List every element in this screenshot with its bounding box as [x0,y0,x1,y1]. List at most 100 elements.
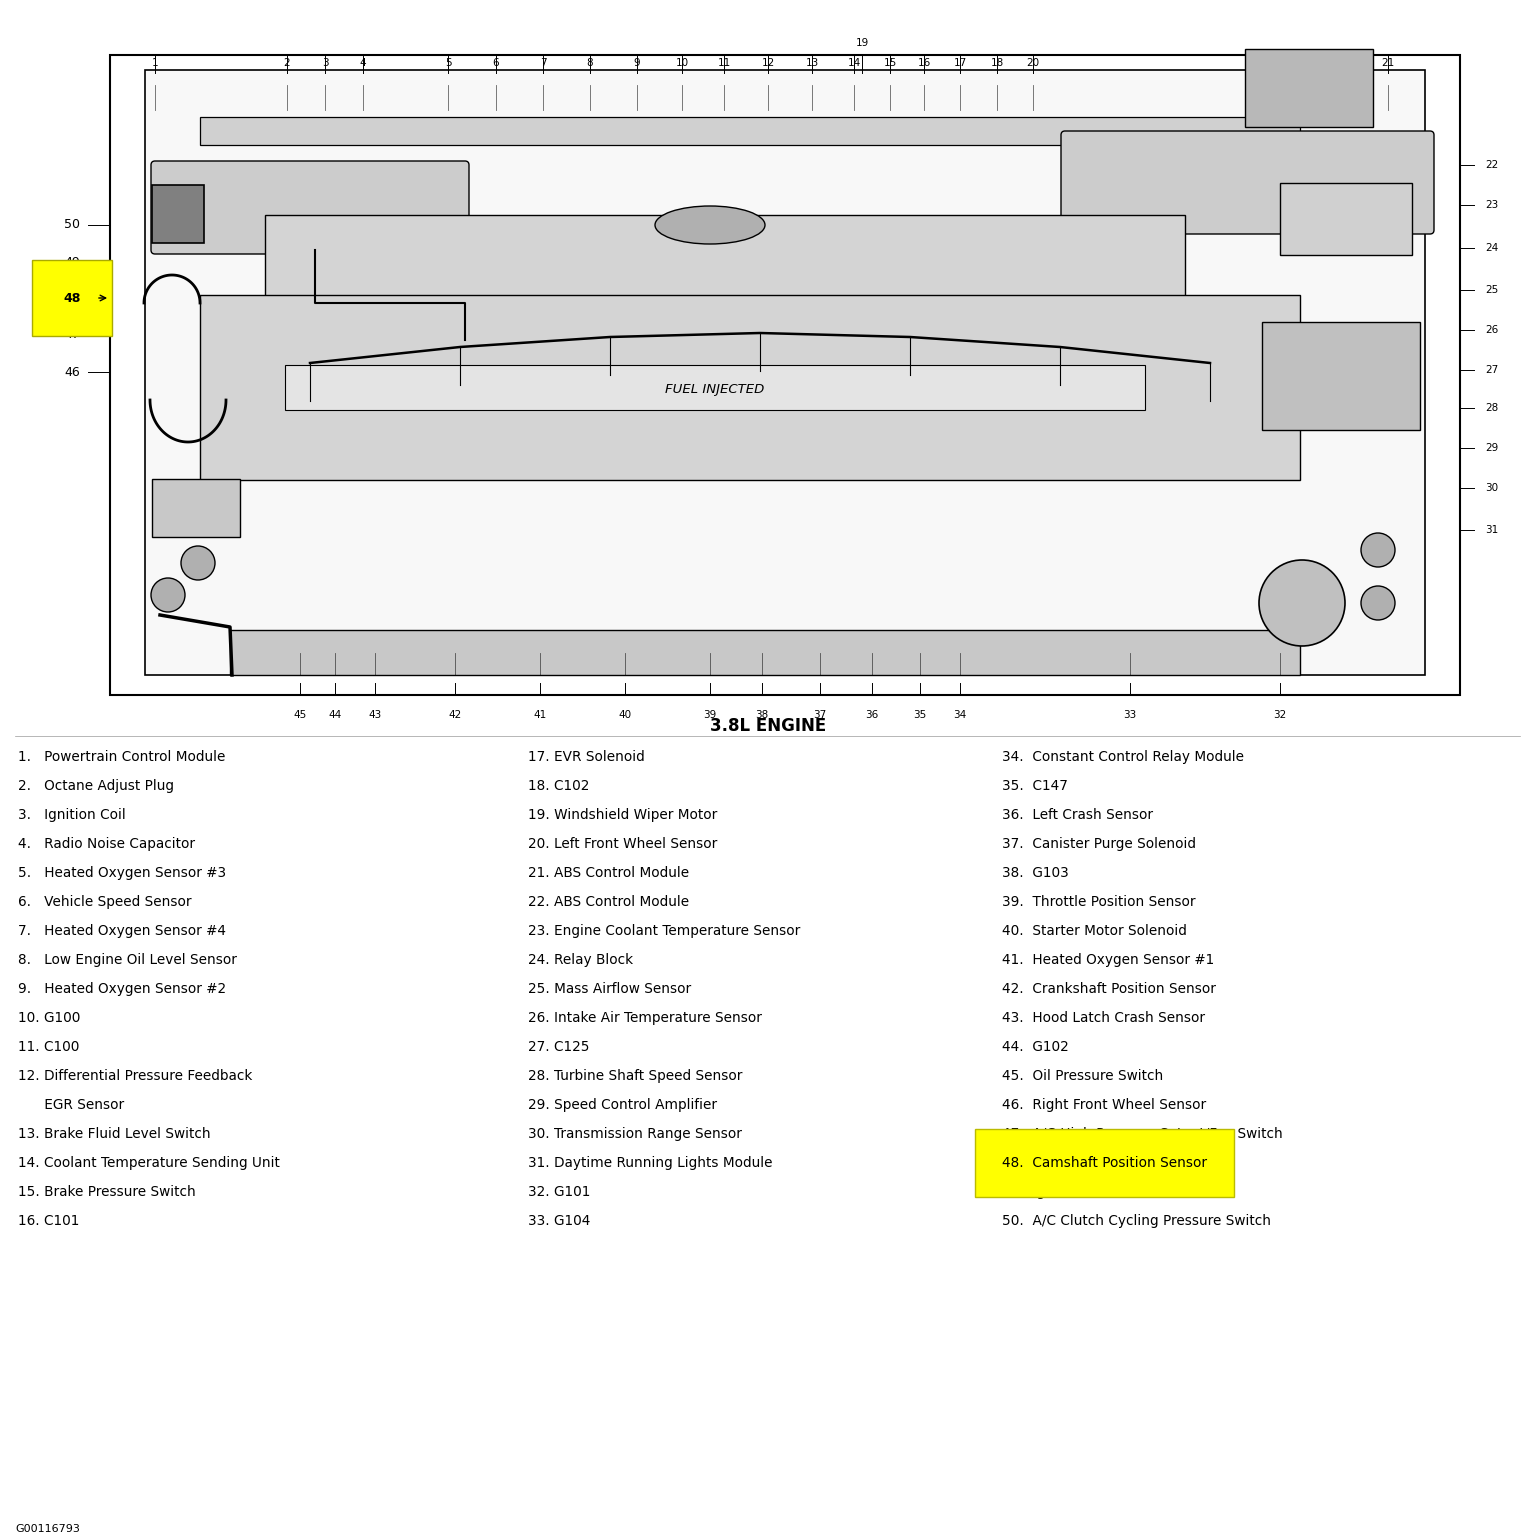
Text: 23: 23 [1485,200,1499,210]
Text: 40: 40 [619,710,631,720]
Text: 25. Mass Airflow Sensor: 25. Mass Airflow Sensor [528,982,691,995]
Bar [200,117,1299,144]
Text: 36.  Left Crash Sensor: 36. Left Crash Sensor [1001,808,1154,822]
Circle shape [151,578,184,611]
Bar [152,479,240,538]
Text: 6: 6 [493,58,499,68]
Text: 24: 24 [1485,243,1499,253]
Text: 13: 13 [805,58,819,68]
Text: 19: 19 [856,38,869,48]
Circle shape [1361,587,1395,621]
Bar [286,366,1144,410]
Text: 46.  Right Front Wheel Sensor: 46. Right Front Wheel Sensor [1001,1098,1206,1112]
Text: 16: 16 [917,58,931,68]
Text: 12: 12 [762,58,774,68]
Bar [1246,49,1373,127]
Text: 7: 7 [539,58,547,68]
Text: 38.  G103: 38. G103 [1001,866,1069,880]
Text: 23. Engine Coolant Temperature Sensor: 23. Engine Coolant Temperature Sensor [528,925,800,938]
Text: 43: 43 [369,710,381,720]
Text: 33. G104: 33. G104 [528,1213,590,1227]
Text: 30. Transmission Range Sensor: 30. Transmission Range Sensor [528,1127,742,1141]
Text: 44.  G102: 44. G102 [1001,1040,1069,1054]
Text: 17: 17 [954,58,966,68]
Text: 27: 27 [1485,366,1499,375]
Text: 14. Coolant Temperature Sending Unit: 14. Coolant Temperature Sending Unit [18,1157,280,1170]
Text: 3.8L ENGINE: 3.8L ENGINE [710,717,826,736]
Text: 2.   Octane Adjust Plug: 2. Octane Adjust Plug [18,779,174,793]
Text: 4: 4 [359,58,366,68]
Circle shape [181,545,215,581]
Text: 24. Relay Block: 24. Relay Block [528,952,633,968]
Text: 20: 20 [1026,58,1040,68]
Bar [144,71,1425,674]
Text: G00116793: G00116793 [15,1524,80,1534]
Text: 9.   Heated Oxygen Sensor #2: 9. Heated Oxygen Sensor #2 [18,982,226,995]
Text: 32. G101: 32. G101 [528,1184,590,1200]
Text: 28: 28 [1485,402,1499,413]
Text: 35.  C147: 35. C147 [1001,779,1068,793]
Text: 10: 10 [676,58,688,68]
Text: 1.   Powertrain Control Module: 1. Powertrain Control Module [18,750,226,763]
Circle shape [1361,533,1395,567]
Text: 11. C100: 11. C100 [18,1040,80,1054]
Text: 46: 46 [65,366,80,378]
Text: 26. Intake Air Temperature Sensor: 26. Intake Air Temperature Sensor [528,1011,762,1025]
Text: 22. ABS Control Module: 22. ABS Control Module [528,895,690,909]
Text: 3: 3 [321,58,329,68]
Text: 45: 45 [293,710,307,720]
Text: 1: 1 [152,58,158,68]
Text: 48: 48 [63,292,81,304]
Text: 38: 38 [756,710,768,720]
Text: 37: 37 [814,710,826,720]
Text: 8.   Low Engine Oil Level Sensor: 8. Low Engine Oil Level Sensor [18,952,237,968]
Text: 16. C101: 16. C101 [18,1213,80,1227]
Bar [230,630,1299,674]
Bar [1263,323,1419,430]
Text: 48.  Camshaft Position Sensor: 48. Camshaft Position Sensor [1001,1157,1207,1170]
Text: 8: 8 [587,58,593,68]
Text: 29: 29 [1485,442,1499,453]
Text: 4.   Radio Noise Capacitor: 4. Radio Noise Capacitor [18,837,195,851]
Text: 13. Brake Fluid Level Switch: 13. Brake Fluid Level Switch [18,1127,210,1141]
Ellipse shape [654,206,765,244]
Text: 3.   Ignition Coil: 3. Ignition Coil [18,808,126,822]
Text: 18: 18 [991,58,1003,68]
Text: 49.  Ignition Control Module: 49. Ignition Control Module [1001,1184,1192,1200]
Text: 41: 41 [533,710,547,720]
Text: 5.   Heated Oxygen Sensor #3: 5. Heated Oxygen Sensor #3 [18,866,226,880]
Text: 36: 36 [865,710,879,720]
Text: 6.   Vehicle Speed Sensor: 6. Vehicle Speed Sensor [18,895,192,909]
Text: 39.  Throttle Position Sensor: 39. Throttle Position Sensor [1001,895,1195,909]
Text: 26: 26 [1485,326,1499,335]
Text: 5: 5 [445,58,452,68]
Text: 41.  Heated Oxygen Sensor #1: 41. Heated Oxygen Sensor #1 [1001,952,1215,968]
Text: 35: 35 [914,710,926,720]
Text: 37.  Canister Purge Solenoid: 37. Canister Purge Solenoid [1001,837,1197,851]
Text: 25: 25 [1485,286,1499,295]
Text: 31. Daytime Running Lights Module: 31. Daytime Running Lights Module [528,1157,773,1170]
Text: 27. C125: 27. C125 [528,1040,590,1054]
Text: 33: 33 [1123,710,1137,720]
Text: 10. G100: 10. G100 [18,1011,80,1025]
Text: 21. ABS Control Module: 21. ABS Control Module [528,866,690,880]
FancyBboxPatch shape [1061,131,1435,233]
Text: 39: 39 [703,710,717,720]
Bar [152,184,204,243]
Text: 47.  A/C High Pressure Cutout/Fan Switch: 47. A/C High Pressure Cutout/Fan Switch [1001,1127,1283,1141]
Text: 49: 49 [65,255,80,269]
Text: 45.  Oil Pressure Switch: 45. Oil Pressure Switch [1001,1069,1163,1083]
Text: 2: 2 [284,58,290,68]
FancyBboxPatch shape [1279,183,1412,255]
Text: 20. Left Front Wheel Sensor: 20. Left Front Wheel Sensor [528,837,717,851]
Text: 18. C102: 18. C102 [528,779,590,793]
Text: 43.  Hood Latch Crash Sensor: 43. Hood Latch Crash Sensor [1001,1011,1206,1025]
Text: 40.  Starter Motor Solenoid: 40. Starter Motor Solenoid [1001,925,1187,938]
Text: 47: 47 [65,329,80,341]
Text: FUEL INJECTED: FUEL INJECTED [665,384,765,396]
Text: 14: 14 [848,58,860,68]
Text: 42: 42 [449,710,462,720]
Text: 31: 31 [1485,525,1499,535]
Circle shape [1260,561,1346,647]
Text: EGR Sensor: EGR Sensor [18,1098,124,1112]
